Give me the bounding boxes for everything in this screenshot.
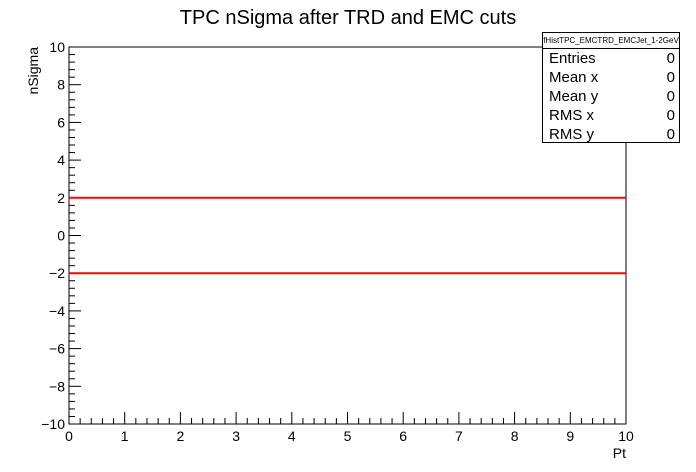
stats-row-mean-y: Mean y 0 — [543, 87, 679, 106]
stats-label: Mean y — [549, 88, 599, 105]
y-tick-label: 4 — [57, 152, 65, 168]
y-tick-label: −10 — [41, 416, 65, 432]
stats-row-rms-y: RMS y 0 — [543, 125, 679, 144]
x-tick-label: 6 — [399, 428, 407, 444]
y-tick-label: −6 — [49, 341, 65, 357]
stats-value: 0 — [666, 50, 675, 67]
x-tick-label: 1 — [121, 428, 129, 444]
x-tick-label: 3 — [232, 428, 240, 444]
stats-label: RMS y — [549, 126, 594, 143]
stats-row-entries: Entries 0 — [543, 49, 679, 68]
stats-value: 0 — [666, 126, 675, 143]
y-tick-label: −4 — [49, 303, 65, 319]
stats-title: fHistTPC_EMCTRD_EMCJet_1-2GeV — [543, 33, 679, 49]
x-tick-label: 10 — [618, 428, 634, 444]
x-tick-label: 5 — [344, 428, 352, 444]
y-axis-label: nSigma — [25, 47, 41, 95]
stats-label: RMS x — [549, 107, 594, 124]
y-tick-label: 2 — [57, 190, 65, 206]
x-tick-label: 2 — [177, 428, 185, 444]
x-tick-label: 9 — [566, 428, 574, 444]
chart-title: TPC nSigma after TRD and EMC cuts — [180, 7, 516, 29]
y-tick-label: 0 — [57, 228, 65, 244]
stats-row-rms-x: RMS x 0 — [543, 106, 679, 125]
stats-row-mean-x: Mean x 0 — [543, 68, 679, 87]
x-tick-label: 7 — [455, 428, 463, 444]
axes: 0 1 2 3 4 5 6 7 8 9 10 −10 −8 −6 −4 −2 0 2 4 6 8 10 — [41, 39, 634, 444]
stats-value: 0 — [666, 69, 675, 86]
stats-label: Mean x — [549, 69, 599, 86]
stats-box: fHistTPC_EMCTRD_EMCJet_1-2GeV Entries 0 … — [542, 32, 680, 143]
y-tick-label: 10 — [49, 39, 65, 55]
y-tick-label: 8 — [57, 77, 65, 93]
x-tick-label: 0 — [65, 428, 73, 444]
series-group — [69, 196, 626, 275]
stats-value: 0 — [666, 107, 675, 124]
y-tick-label: 6 — [57, 114, 65, 130]
y-tick-label: −2 — [49, 265, 65, 281]
stats-label: Entries — [549, 50, 596, 67]
x-tick-label: 8 — [511, 428, 519, 444]
stats-value: 0 — [666, 88, 675, 105]
x-tick-label: 4 — [288, 428, 296, 444]
y-tick-label: −8 — [49, 378, 65, 394]
x-axis-label: Pt — [613, 445, 626, 461]
